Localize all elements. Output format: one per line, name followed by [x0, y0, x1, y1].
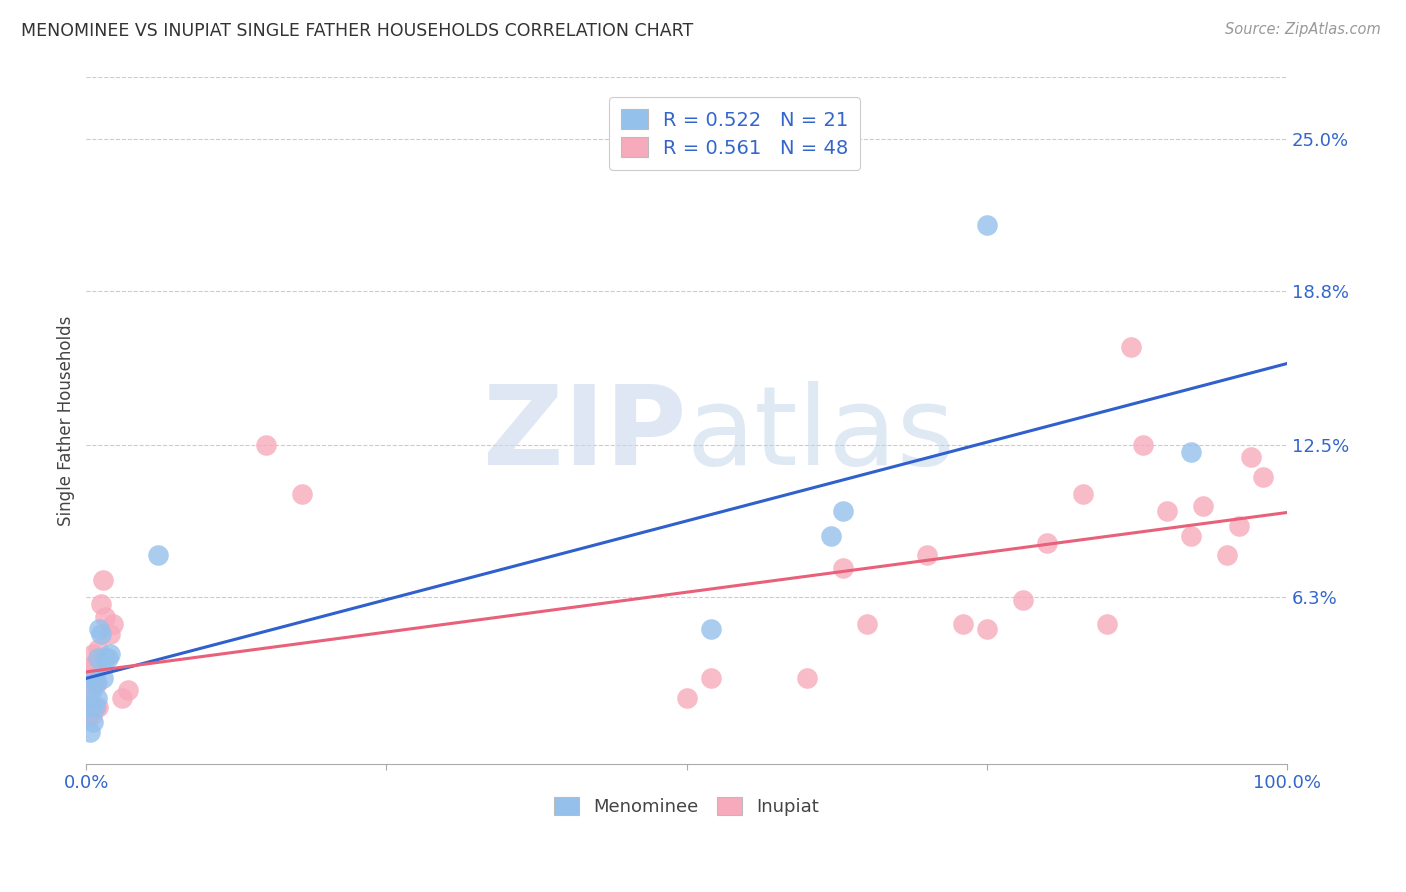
Point: [91, 573, 114, 587]
Point: [82, 715, 104, 730]
Point: [98, 627, 121, 641]
Point: [90, 627, 112, 641]
Point: [976, 218, 998, 232]
Point: [699, 622, 721, 636]
Point: [89, 622, 111, 636]
Point: [84, 676, 107, 690]
Point: [1240, 450, 1263, 465]
Point: [820, 529, 842, 543]
Point: [87, 641, 110, 656]
Point: [94, 651, 117, 665]
Point: [83, 666, 105, 681]
Point: [87, 651, 110, 665]
Point: [291, 487, 314, 501]
Point: [976, 622, 998, 636]
Point: [82, 683, 104, 698]
Point: [675, 690, 697, 705]
Point: [80, 700, 103, 714]
Point: [87, 700, 110, 714]
Point: [796, 671, 818, 685]
Point: [101, 617, 124, 632]
Point: [86, 676, 108, 690]
Point: [1011, 592, 1033, 607]
Point: [97, 651, 120, 665]
Point: [84, 676, 107, 690]
Point: [1035, 536, 1057, 550]
Point: [1156, 504, 1178, 518]
Point: [148, 549, 170, 563]
Point: [831, 560, 853, 574]
Text: Source: ZipAtlas.com: Source: ZipAtlas.com: [1225, 22, 1381, 37]
Point: [76, 700, 98, 714]
Point: [82, 707, 104, 722]
Point: [84, 700, 107, 714]
Point: [83, 671, 105, 685]
Point: [1071, 487, 1094, 501]
Point: [94, 609, 117, 624]
Point: [82, 658, 104, 673]
Point: [79, 700, 101, 714]
Point: [1215, 549, 1237, 563]
Point: [1180, 445, 1202, 459]
Text: ZIP: ZIP: [484, 381, 686, 488]
Point: [1095, 617, 1118, 632]
Point: [79, 676, 101, 690]
Point: [77, 690, 100, 705]
Point: [91, 671, 114, 685]
Point: [1227, 519, 1250, 533]
Point: [80, 658, 103, 673]
Point: [77, 707, 100, 722]
Point: [86, 690, 108, 705]
Point: [82, 647, 104, 661]
Point: [90, 598, 112, 612]
Point: [98, 647, 121, 661]
Point: [83, 700, 105, 714]
Point: [1132, 438, 1154, 452]
Point: [952, 617, 974, 632]
Point: [1191, 500, 1213, 514]
Point: [1251, 470, 1274, 484]
Point: [82, 700, 104, 714]
Point: [80, 700, 103, 714]
Point: [831, 504, 853, 518]
Y-axis label: Single Father Households: Single Father Households: [58, 316, 75, 525]
Point: [117, 683, 139, 698]
Point: [1119, 340, 1142, 354]
Point: [855, 617, 877, 632]
Point: [915, 549, 938, 563]
Text: MENOMINEE VS INUPIAT SINGLE FATHER HOUSEHOLDS CORRELATION CHART: MENOMINEE VS INUPIAT SINGLE FATHER HOUSE…: [21, 22, 693, 40]
Text: atlas: atlas: [686, 381, 955, 488]
Point: [79, 725, 101, 739]
Legend: Menominee, Inupiat: Menominee, Inupiat: [547, 789, 827, 823]
Point: [254, 438, 277, 452]
Point: [1180, 529, 1202, 543]
Point: [111, 690, 134, 705]
Point: [699, 671, 721, 685]
Point: [83, 700, 105, 714]
